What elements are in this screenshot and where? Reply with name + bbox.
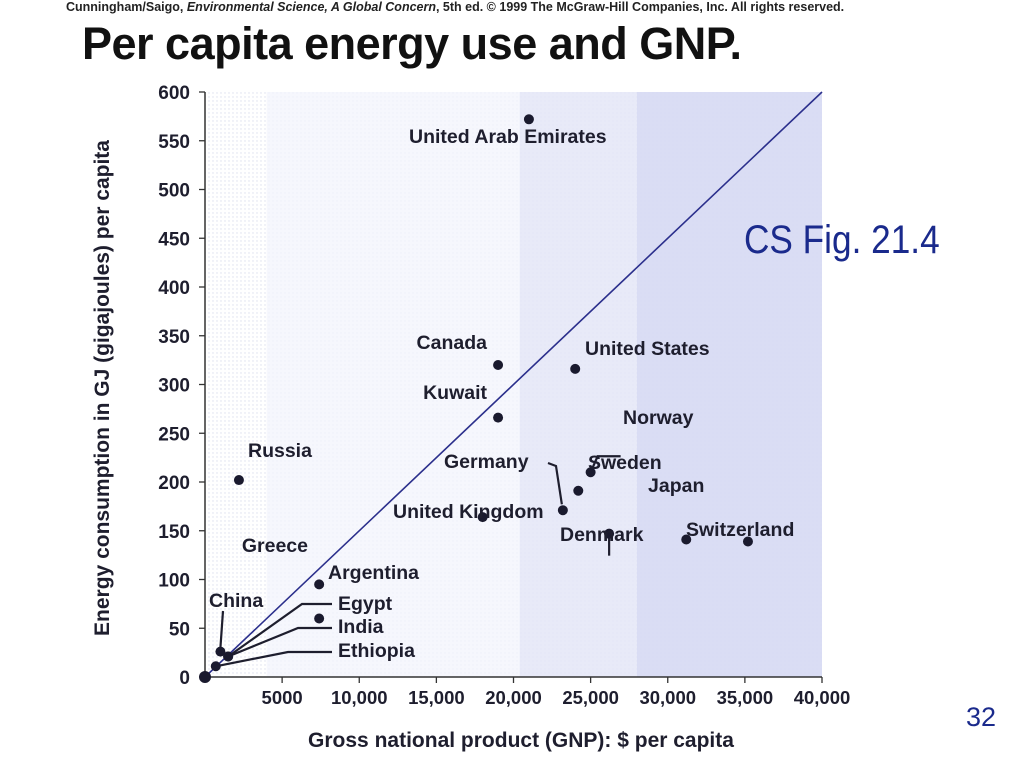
leader-norway bbox=[589, 455, 621, 473]
x-tick-label: 5000 bbox=[262, 687, 303, 708]
x-tick-label: 20,000 bbox=[485, 687, 542, 708]
leader-india bbox=[227, 626, 332, 658]
x-tick-label: 40,000 bbox=[794, 687, 851, 708]
y-tick-label: 200 bbox=[158, 473, 190, 494]
band-high bbox=[636, 92, 822, 677]
point-label-canada: Canada bbox=[417, 332, 488, 354]
credit-book-title: Environmental Science, A Global Concern bbox=[186, 0, 436, 14]
figure-label: CS Fig. 21.4 bbox=[744, 218, 940, 262]
data-point-russia bbox=[233, 475, 244, 486]
chart-title: Per capita energy use and GNP. bbox=[82, 18, 742, 69]
data-point-greece bbox=[314, 579, 325, 590]
data-point-kuwait bbox=[493, 412, 504, 423]
y-tick-label: 500 bbox=[158, 181, 190, 202]
point-label-sweden: Sweden bbox=[588, 452, 662, 474]
data-point-united-states bbox=[570, 363, 581, 374]
point-label-russia: Russia bbox=[248, 440, 312, 462]
data-point-origin bbox=[199, 671, 211, 683]
point-label-germany: Germany bbox=[444, 451, 529, 473]
x-tick-label: 10,000 bbox=[331, 687, 388, 708]
y-tick-label: 550 bbox=[158, 132, 190, 153]
x-tick-label: 35,000 bbox=[717, 687, 774, 708]
slide-number: 32 bbox=[966, 702, 997, 732]
data-point-sweden bbox=[573, 485, 584, 496]
leader-ethiopia bbox=[215, 650, 332, 668]
data-point-argentina bbox=[314, 613, 325, 624]
data-point-denmark bbox=[604, 528, 615, 539]
y-tick-label: 450 bbox=[158, 229, 190, 250]
data-points bbox=[199, 114, 753, 683]
credit-suffix: , 5th ed. © 1999 The McGraw-Hill Compani… bbox=[435, 0, 845, 14]
point-labels: United Arab Emirates Canada United States K… bbox=[209, 126, 794, 662]
data-point-switzerland bbox=[742, 536, 753, 547]
y-tick-label: 600 bbox=[158, 83, 190, 104]
data-point-japan bbox=[681, 534, 692, 545]
x-tick-label: 15,000 bbox=[408, 687, 465, 708]
point-label-egypt: Egypt bbox=[338, 593, 393, 615]
reference-line bbox=[204, 91, 823, 678]
leader-china bbox=[219, 610, 225, 648]
y-tick-label: 350 bbox=[158, 327, 190, 348]
credit-prefix: Cunningham/Saigo, bbox=[66, 0, 187, 14]
point-label-united-arab-emirates: United Arab Emirates bbox=[409, 126, 607, 148]
y-tick-label: 250 bbox=[158, 424, 190, 445]
tick-labels: 0 50 100 150 200 250 300 350 400 450 500 550 600 5000… bbox=[158, 83, 850, 708]
x-tick-label: 25,000 bbox=[562, 687, 619, 708]
point-label-switzerland: Switzerland bbox=[686, 519, 794, 541]
leader-germany bbox=[547, 461, 563, 505]
data-point-ethiopia bbox=[210, 661, 221, 672]
data-point-norway bbox=[585, 467, 596, 478]
y-tick-label: 150 bbox=[158, 522, 190, 543]
point-label-united-kingdom: United Kingdom bbox=[393, 501, 544, 523]
point-label-norway: Norway bbox=[623, 407, 694, 429]
data-point-united-arab-emirates bbox=[523, 114, 534, 125]
point-label-united-states: United States bbox=[585, 338, 710, 360]
x-tick-label: 30,000 bbox=[639, 687, 696, 708]
y-tick-label: 400 bbox=[158, 278, 190, 299]
y-axis-label: Energy consumption in GJ (gigajoules) pe… bbox=[91, 140, 114, 636]
data-point-china bbox=[215, 646, 226, 657]
leader-egypt bbox=[227, 602, 332, 658]
y-tick-label: 0 bbox=[179, 668, 190, 689]
y-tick-label: 50 bbox=[169, 619, 190, 640]
band-upper-middle bbox=[519, 92, 637, 677]
credit-line: Cunningham/Saigo, Environmental Science,… bbox=[66, 0, 844, 14]
data-point-germany bbox=[557, 505, 568, 516]
point-label-ethiopia: Ethiopia bbox=[338, 640, 415, 662]
point-label-china: China bbox=[209, 590, 263, 612]
point-label-japan: Japan bbox=[648, 475, 704, 497]
point-label-greece: Greece bbox=[242, 535, 308, 557]
data-point-united-kingdom bbox=[477, 512, 488, 523]
point-label-india: India bbox=[338, 616, 384, 638]
data-point-india bbox=[223, 651, 234, 662]
axes bbox=[199, 91, 823, 683]
reference-line-group bbox=[204, 91, 823, 678]
point-label-denmark: Denmark bbox=[560, 524, 644, 546]
data-point-canada bbox=[493, 360, 504, 370]
point-label-argentina: Argentina bbox=[328, 562, 419, 584]
y-tick-label: 100 bbox=[158, 571, 190, 592]
point-label-kuwait: Kuwait bbox=[423, 382, 487, 404]
leader-lines bbox=[215, 455, 621, 668]
y-tick-label: 300 bbox=[158, 376, 190, 397]
x-axis-label: Gross national product (GNP): $ per capi… bbox=[308, 729, 734, 752]
